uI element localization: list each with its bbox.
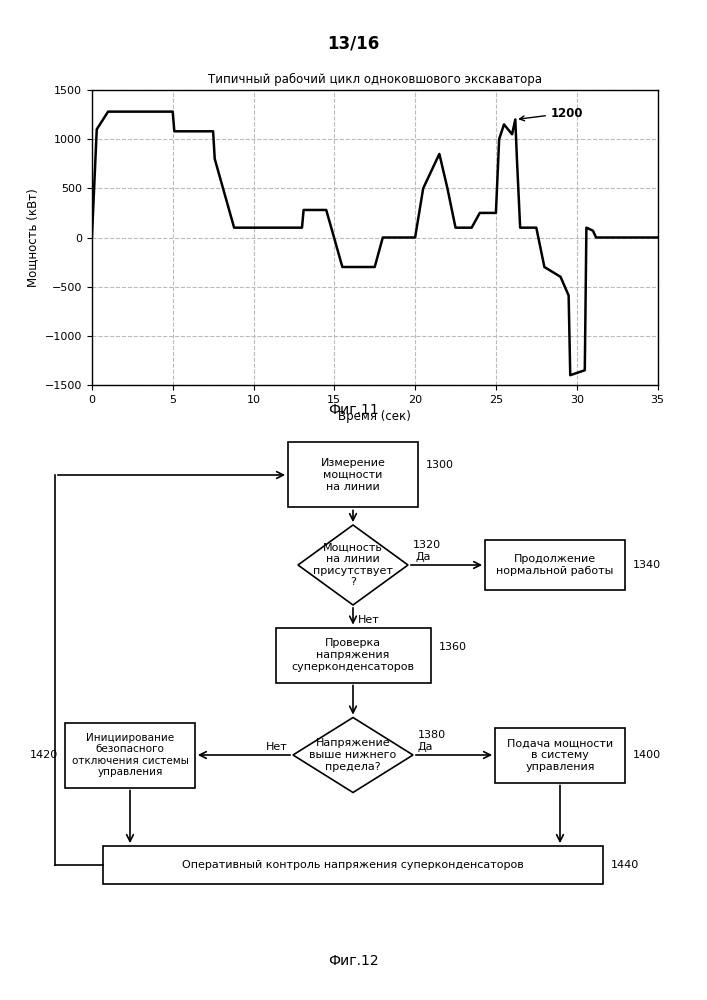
X-axis label: Время (сек): Время (сек) (338, 410, 411, 423)
Text: Мощность
на линии
присутствует
?: Мощность на линии присутствует ? (313, 543, 393, 587)
Text: 1340: 1340 (633, 560, 661, 570)
Text: Напряжение
выше нижнего
предела?: Напряжение выше нижнего предела? (310, 738, 397, 772)
FancyBboxPatch shape (65, 722, 195, 788)
Text: Подача мощности
в систему
управления: Подача мощности в систему управления (507, 738, 613, 772)
Text: Проверка
напряжения
суперконденсаторов: Проверка напряжения суперконденсаторов (291, 638, 414, 672)
Text: Фиг.11: Фиг.11 (328, 403, 379, 417)
Text: 1440: 1440 (611, 860, 639, 870)
Polygon shape (298, 525, 408, 605)
Title: Типичный рабочий цикл одноковшового экскаватора: Типичный рабочий цикл одноковшового экск… (208, 73, 542, 86)
Text: Да: Да (416, 552, 431, 562)
Text: 13/16: 13/16 (327, 35, 380, 53)
Text: 1320: 1320 (413, 540, 441, 550)
Text: 1380: 1380 (418, 730, 446, 740)
Text: Инициирование
безопасного
отключения системы
управления: Инициирование безопасного отключения сис… (71, 733, 189, 777)
FancyBboxPatch shape (485, 540, 625, 590)
FancyBboxPatch shape (276, 628, 431, 682)
Text: 1420: 1420 (30, 750, 58, 760)
Text: Измерение
мощности
на линии: Измерение мощности на линии (320, 458, 385, 492)
Text: 1400: 1400 (633, 750, 661, 760)
Text: 1300: 1300 (426, 460, 454, 470)
Text: Фиг.12: Фиг.12 (328, 954, 379, 968)
Text: Да: Да (418, 742, 433, 752)
Text: Нет: Нет (267, 742, 288, 752)
Polygon shape (293, 717, 413, 792)
Text: 1360: 1360 (438, 642, 467, 652)
Y-axis label: Мощность (кВт): Мощность (кВт) (26, 188, 40, 287)
Text: Продолжение
нормальной работы: Продолжение нормальной работы (496, 554, 614, 576)
FancyBboxPatch shape (495, 727, 625, 782)
FancyBboxPatch shape (288, 442, 418, 507)
Text: Нет: Нет (358, 615, 380, 625)
Text: Оперативный контроль напряжения суперконденсаторов: Оперативный контроль напряжения суперкон… (182, 860, 524, 870)
FancyBboxPatch shape (103, 846, 603, 884)
Text: 1200: 1200 (520, 107, 583, 121)
